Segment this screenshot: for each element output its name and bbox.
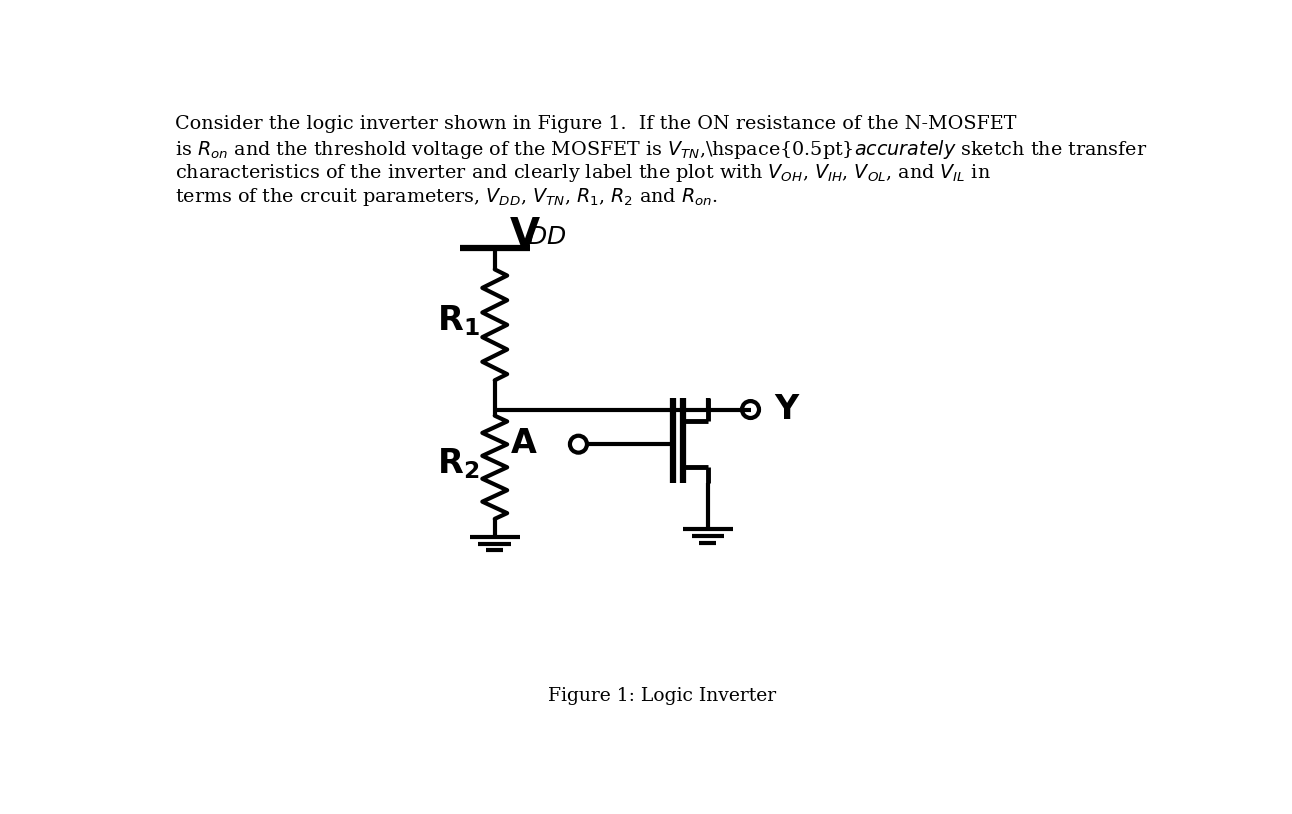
Text: $\mathit{DD}$: $\mathit{DD}$ (527, 226, 566, 249)
Text: characteristics of the inverter and clearly label the plot with $V_{OH}$, $V_{IH: characteristics of the inverter and clea… (176, 162, 991, 184)
Text: $\mathbf{R}_\mathbf{1}$: $\mathbf{R}_\mathbf{1}$ (437, 304, 479, 339)
Text: is $R_{on}$ and the threshold voltage of the MOSFET is $V_{TN}$,\hspace{0.5pt}$\: is $R_{on}$ and the threshold voltage of… (176, 138, 1147, 161)
Text: $\mathbf{V}$: $\mathbf{V}$ (509, 217, 540, 254)
Text: $\mathbf{Y}$: $\mathbf{Y}$ (774, 393, 801, 426)
Text: $\mathbf{R}_\mathbf{2}$: $\mathbf{R}_\mathbf{2}$ (437, 446, 479, 481)
Text: Consider the logic inverter shown in Figure 1.  If the ON resistance of the N-MO: Consider the logic inverter shown in Fig… (176, 115, 1017, 133)
Text: Figure 1: Logic Inverter: Figure 1: Logic Inverter (548, 687, 776, 705)
Text: terms of the crcuit parameters, $V_{DD}$, $V_{TN}$, $R_1$, $R_2$ and $R_{on}$.: terms of the crcuit parameters, $V_{DD}$… (176, 186, 718, 208)
Text: $\mathbf{A}$: $\mathbf{A}$ (510, 428, 537, 460)
